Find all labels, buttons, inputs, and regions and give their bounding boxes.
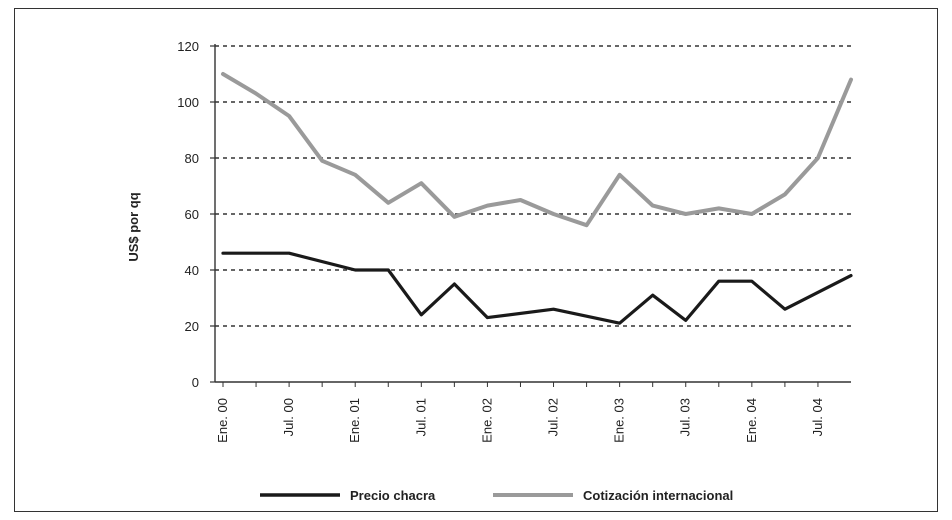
legend-label: Cotización internacional (583, 488, 733, 503)
x-tick-label: Ene. 04 (744, 398, 759, 443)
legend: Precio chacra Cotización internacional (260, 488, 733, 503)
x-tick-label: Jul. 04 (810, 398, 825, 436)
x-tick-label: Ene. 00 (215, 398, 230, 443)
x-tick-label: Ene. 03 (612, 398, 627, 443)
legend-label: Precio chacra (350, 488, 436, 503)
x-tick-label: Jul. 03 (678, 398, 693, 436)
x-tick-label: Jul. 01 (413, 398, 428, 436)
series-line (221, 251, 853, 325)
x-tick-label: Jul. 00 (281, 398, 296, 436)
x-tick-label: Jul. 02 (546, 398, 561, 436)
y-tick-label: 80 (185, 151, 199, 166)
line-chart: 0 20 40 60 80 100 120 Ene. 00 Jul. 00 Ene. 01 Jul… (126, 39, 853, 503)
legend-item: Cotización internacional (493, 488, 733, 503)
x-tick-labels: Ene. 00 Jul. 00 Ene. 01 Jul. 01 Ene. 02 Jul. … (215, 398, 825, 443)
x-tick-label: Ene. 01 (347, 398, 362, 443)
y-tick-label: 100 (177, 95, 199, 110)
axes (210, 44, 851, 387)
y-tick-label: 0 (192, 375, 199, 390)
y-tick-label: 40 (185, 263, 199, 278)
y-tick-label: 20 (185, 319, 199, 334)
y-tick-label: 120 (177, 39, 199, 54)
legend-item: Precio chacra (260, 488, 436, 503)
y-axis-title: US$ por qq (126, 192, 141, 261)
y-tick-labels: 0 20 40 60 80 100 120 (177, 39, 199, 390)
chart-frame: 0 20 40 60 80 100 120 Ene. 00 Jul. 00 Ene. 01 Jul… (14, 8, 938, 512)
y-tick-label: 60 (185, 207, 199, 222)
series-line (221, 72, 853, 228)
series-lines (221, 72, 853, 325)
x-tick-label: Ene. 02 (479, 398, 494, 443)
